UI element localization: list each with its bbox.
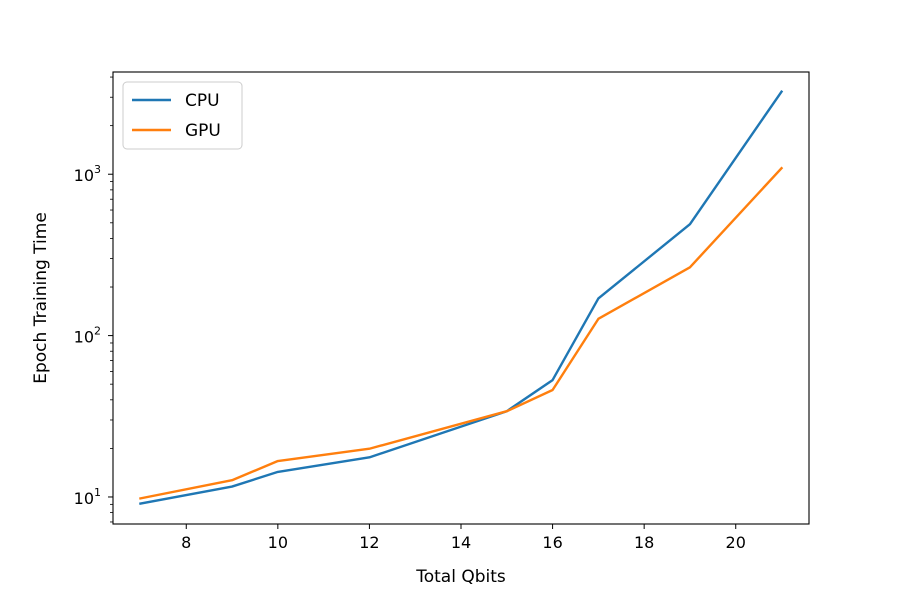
x-axis-label: Total Qbits (415, 567, 506, 587)
series-line-gpu (139, 166, 784, 500)
x-tick-label: 18 (634, 533, 654, 552)
y-tick-label: 103 (74, 163, 101, 185)
x-tick-label: 20 (726, 533, 746, 552)
series-layer (139, 89, 784, 505)
x-tick-label: 8 (181, 533, 191, 552)
y-axis-label: Epoch Training Time (31, 212, 51, 384)
x-axis: 8 10 12 14 16 18 20 (181, 524, 746, 552)
y-tick-base: 10 (74, 489, 94, 508)
y-tick-label: 102 (74, 325, 101, 347)
x-tick-label: 10 (268, 533, 288, 552)
y-tick-base: 10 (74, 328, 94, 347)
x-tick-label: 12 (359, 533, 379, 552)
legend-box (122, 81, 243, 150)
legend-label-gpu: GPU (185, 121, 221, 141)
y-tick-exponent: 1 (94, 486, 101, 499)
y-tick-exponent: 2 (94, 325, 101, 338)
x-tick-label: 16 (542, 533, 562, 552)
y-tick-exponent: 3 (94, 163, 101, 176)
legend-label-cpu: CPU (185, 91, 220, 111)
legend: CPU GPU (122, 81, 243, 150)
y-tick-label: 101 (74, 486, 101, 508)
y-tick-base: 10 (74, 166, 94, 185)
plot-frame (112, 71, 810, 525)
x-tick-label: 14 (451, 533, 471, 552)
